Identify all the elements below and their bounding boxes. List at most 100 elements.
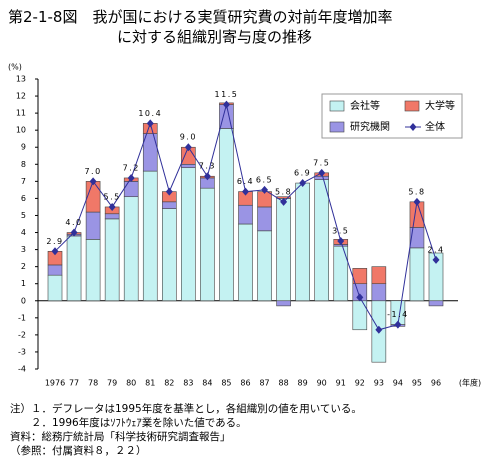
x-tick-label: 81	[145, 379, 155, 388]
bar	[47, 274, 63, 302]
x-tick-label: 85	[221, 379, 231, 388]
marker	[242, 187, 249, 196]
x-tick-label: 80	[126, 379, 136, 388]
y-tick-label: 4	[21, 228, 26, 237]
bar	[219, 128, 234, 302]
value-label: 6.5	[256, 175, 273, 184]
marker	[318, 168, 326, 177]
value-label: 2.4	[427, 245, 444, 254]
bar	[238, 204, 253, 225]
bar	[123, 181, 139, 198]
y-tick-label: -3	[18, 347, 26, 356]
legend-swatch	[329, 121, 345, 133]
value-label: 5.5	[104, 192, 121, 201]
bar	[162, 208, 177, 302]
bar	[276, 198, 291, 302]
value-label: 7.3	[199, 162, 216, 171]
value-label: 3.5	[332, 227, 349, 236]
y-tick-label: 9	[21, 143, 26, 152]
y-tick-label: 2	[21, 262, 26, 271]
bar	[257, 206, 272, 232]
x-tick-label: 84	[202, 379, 212, 388]
marker	[394, 320, 402, 329]
x-tick-label: 82	[164, 379, 174, 388]
value-label: 11.5	[215, 90, 239, 99]
x-tick-label: 77	[69, 379, 79, 388]
y-tick-label: 1	[21, 279, 26, 288]
marker	[356, 293, 364, 302]
bar	[371, 266, 387, 285]
y-tick-label: 11	[16, 109, 26, 118]
bar	[428, 300, 444, 307]
x-tick-label: 87	[259, 379, 269, 388]
bar	[257, 230, 272, 302]
x-label: (年度)	[459, 378, 481, 388]
legend-swatch	[404, 100, 420, 112]
y-tick-label: 10	[16, 126, 26, 135]
y-tick-label: 8	[21, 160, 26, 169]
legend-label: 研究機関	[350, 120, 390, 133]
x-tick-label: 89	[298, 379, 308, 388]
y-tick-label: 13	[16, 75, 26, 84]
marker	[51, 247, 59, 256]
value-label: 10.4	[138, 109, 162, 118]
bar	[409, 247, 425, 302]
bar	[238, 223, 253, 302]
value-label: 7.0	[84, 167, 101, 176]
bar	[47, 264, 63, 276]
bar	[181, 167, 196, 302]
marker	[165, 187, 173, 196]
marker	[203, 172, 211, 181]
title: に対する組織別寄与度の推移	[117, 28, 313, 46]
marker	[108, 202, 116, 211]
x-tick-label: 1976	[45, 379, 65, 388]
y-tick-label: -4	[18, 365, 26, 374]
marker	[89, 177, 97, 186]
y-tick-label: 12	[16, 92, 26, 101]
x-tick-label: 90	[317, 379, 327, 388]
value-label: 6.9	[294, 169, 311, 178]
note: 資料：総務庁統計局「科学技術研究調査報告」	[10, 431, 231, 443]
marker	[299, 179, 307, 188]
marker	[432, 255, 440, 264]
legend-box	[321, 93, 463, 139]
bar	[257, 191, 272, 208]
x-tick-label: 92	[355, 379, 365, 388]
marker	[70, 228, 78, 237]
y-tick-label: -2	[18, 330, 26, 339]
y-tick-label: 0	[21, 296, 26, 305]
value-label: 4.0	[65, 218, 82, 227]
legend-marker	[409, 123, 417, 131]
marker	[280, 197, 288, 206]
bar	[66, 235, 82, 302]
x-tick-label: 78	[88, 379, 98, 388]
marker	[184, 143, 192, 152]
x-tick-label: 93	[374, 379, 384, 388]
y-tick-label: 6	[21, 194, 26, 203]
bar	[85, 239, 101, 302]
y-tick-label: 3	[21, 245, 26, 254]
bar	[200, 187, 215, 302]
bar	[162, 201, 177, 209]
bar	[295, 182, 310, 302]
x-tick-label: 91	[336, 379, 346, 388]
x-tick-label: 79	[107, 379, 117, 388]
value-label: 5.8	[275, 187, 292, 196]
note: 注）１．デフレータは1995年度を基準とし，各組織別の値を用いている。	[10, 403, 362, 415]
bar	[104, 213, 120, 220]
y-label: (%)	[8, 63, 22, 72]
note: （参照：付属資料８，２２）	[10, 445, 147, 457]
note: ２．1996年度はｿﾌﾄｳｪｱ業を除いた値である。	[10, 417, 247, 429]
x-tick-label: 96	[431, 379, 441, 388]
value-label: 5.8	[408, 187, 425, 196]
y-tick-label: 5	[21, 211, 26, 220]
value-label: 9.0	[180, 133, 197, 142]
marker	[222, 100, 230, 109]
value-label: 2.9	[46, 237, 63, 246]
value-label: 7.5	[313, 158, 330, 167]
marker	[146, 119, 154, 128]
x-tick-label: 86	[240, 379, 250, 388]
x-tick-label: 95	[412, 379, 422, 388]
